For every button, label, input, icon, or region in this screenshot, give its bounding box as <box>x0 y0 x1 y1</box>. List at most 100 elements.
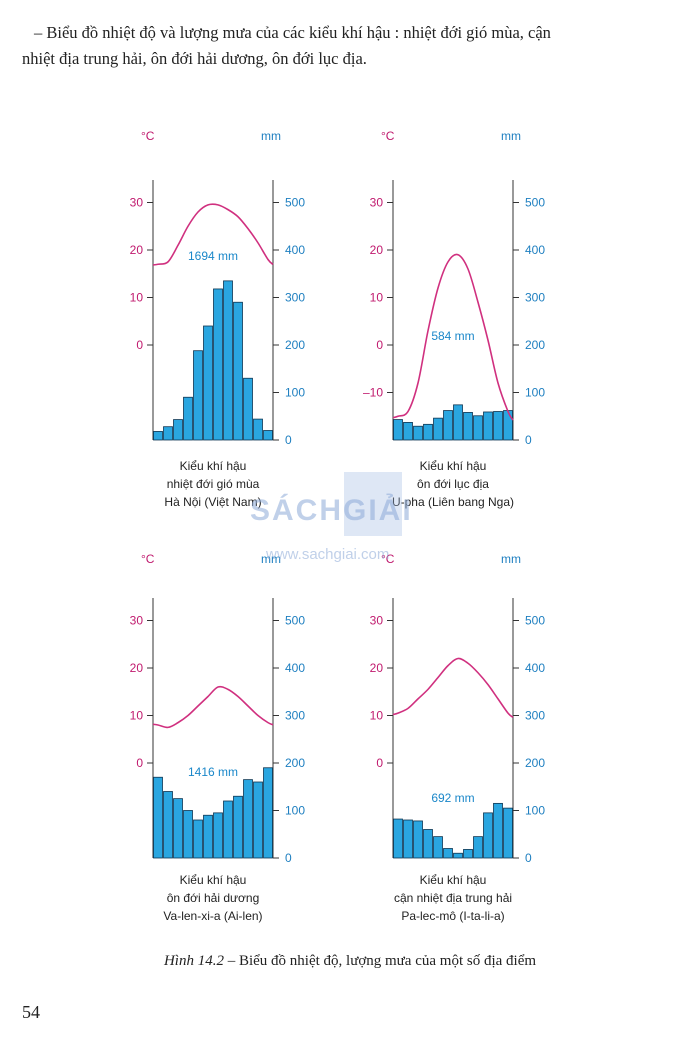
rain-bar <box>193 819 203 859</box>
right-axis-unit: mm <box>261 129 281 143</box>
rain-bar <box>173 419 183 441</box>
rain-bar <box>493 802 503 859</box>
rain-bar <box>183 396 193 441</box>
right-axis-unit: mm <box>501 129 521 143</box>
left-tick-label: 30 <box>130 614 144 628</box>
chart-caption-line: ôn đới lục địa <box>417 477 489 491</box>
right-tick-label: 200 <box>525 338 545 352</box>
rain-bar <box>463 849 473 859</box>
right-axis-unit: mm <box>501 552 521 566</box>
left-tick-label: 10 <box>370 709 384 723</box>
rainfall-total: 584 mm <box>431 329 474 343</box>
left-tick-label: 20 <box>130 243 144 257</box>
rain-bar <box>483 812 493 859</box>
right-tick-label: 300 <box>525 291 545 305</box>
left-tick-label: 20 <box>370 661 384 675</box>
temperature-line <box>152 203 274 266</box>
right-tick-label: 400 <box>285 661 305 675</box>
rain-bar <box>163 426 173 441</box>
rain-bar <box>243 377 253 441</box>
rain-bar <box>393 419 403 441</box>
rain-bar <box>263 430 273 441</box>
rain-bar <box>173 798 183 859</box>
rain-bar <box>203 325 213 441</box>
figure-number: Hình 14.2 <box>163 953 224 969</box>
left-tick-label: 0 <box>136 338 143 352</box>
rain-bar <box>483 411 493 441</box>
chart-caption-line: ôn đới hải dương <box>167 891 260 905</box>
right-tick-label: 200 <box>285 338 305 352</box>
temperature-line <box>152 685 274 729</box>
rain-bar <box>413 425 423 441</box>
rain-bar <box>433 836 443 859</box>
rain-bar <box>403 819 413 859</box>
right-tick-label: 0 <box>525 851 532 865</box>
chart-caption-line: Kiểu khí hậu <box>180 873 247 887</box>
right-tick-label: 0 <box>285 433 292 447</box>
chart-caption-line: U-pha (Liên bang Nga) <box>392 495 514 509</box>
rainfall-total: 1694 mm <box>188 249 238 263</box>
rain-bar <box>213 288 223 441</box>
left-axis-unit: °C <box>141 129 155 143</box>
chart-caption-line: Kiểu khí hậu <box>420 873 487 887</box>
rain-bar <box>183 810 193 859</box>
rain-bar <box>233 795 243 859</box>
rainfall-total: 692 mm <box>431 791 474 805</box>
rain-bar <box>153 431 163 441</box>
right-tick-label: 100 <box>285 804 305 818</box>
right-tick-label: 400 <box>285 243 305 257</box>
left-tick-label: 30 <box>130 196 144 210</box>
watermark-url: www.sachgiai.com <box>266 546 390 563</box>
rain-bar <box>503 410 513 441</box>
rain-bar <box>393 818 403 859</box>
temperature-line <box>392 253 514 421</box>
rain-bar <box>263 767 273 859</box>
rain-bar <box>413 820 423 859</box>
left-tick-label: –10 <box>363 386 383 400</box>
right-axis-unit: mm <box>261 552 281 566</box>
right-tick-label: 500 <box>525 614 545 628</box>
figure-caption-text: – Biểu đồ nhiệt độ, lượng mưa của một số… <box>223 953 537 969</box>
chart-caption-line: Pa-lec-mô (I-ta-li-a) <box>401 909 504 923</box>
right-tick-label: 300 <box>285 709 305 723</box>
rain-bar <box>153 776 163 859</box>
figure-caption: Hình 14.2 – Biểu đồ nhiệt độ, lượng mưa … <box>0 953 700 970</box>
chart-caption-line: cận nhiệt địa trung hải <box>394 891 512 905</box>
right-tick-label: 400 <box>525 661 545 675</box>
left-tick-label: 0 <box>376 338 383 352</box>
left-tick-label: 20 <box>130 661 144 675</box>
left-axis-unit: °C <box>141 552 155 566</box>
chart-caption-line: Va-len-xi-a (Ai-len) <box>163 909 262 923</box>
left-tick-label: 10 <box>130 709 144 723</box>
right-tick-label: 400 <box>525 243 545 257</box>
intro-line-2: nhiệt địa trung hải, ôn đới hải dương, ô… <box>22 49 367 68</box>
right-tick-label: 200 <box>525 756 545 770</box>
chart-caption-line: nhiệt đới gió mùa <box>167 477 260 491</box>
rain-bar <box>223 800 233 859</box>
left-tick-label: 10 <box>370 291 384 305</box>
rain-bar <box>243 779 253 859</box>
left-tick-label: 0 <box>376 756 383 770</box>
temperature-line <box>392 657 514 719</box>
chart-caption-line: Hà Nội (Việt Nam) <box>164 495 261 509</box>
rain-bar <box>193 350 203 441</box>
rain-bar <box>203 814 213 859</box>
rain-bar <box>163 791 173 859</box>
rain-bar <box>223 280 233 441</box>
rain-bar <box>403 422 413 441</box>
watermark-brand: SÁCHGIẢI <box>250 494 413 527</box>
right-tick-label: 200 <box>285 756 305 770</box>
right-tick-label: 100 <box>285 386 305 400</box>
page-number: 54 <box>22 1002 40 1022</box>
rain-bar <box>423 423 433 441</box>
right-tick-label: 300 <box>525 709 545 723</box>
right-tick-label: 500 <box>285 196 305 210</box>
rainfall-total: 1416 mm <box>188 765 238 779</box>
intro-text: – Biểu đồ nhiệt độ và lượng mưa của các … <box>22 20 682 72</box>
rain-bar <box>453 852 463 859</box>
intro-line-1: – Biểu đồ nhiệt độ và lượng mưa của các … <box>34 23 551 42</box>
